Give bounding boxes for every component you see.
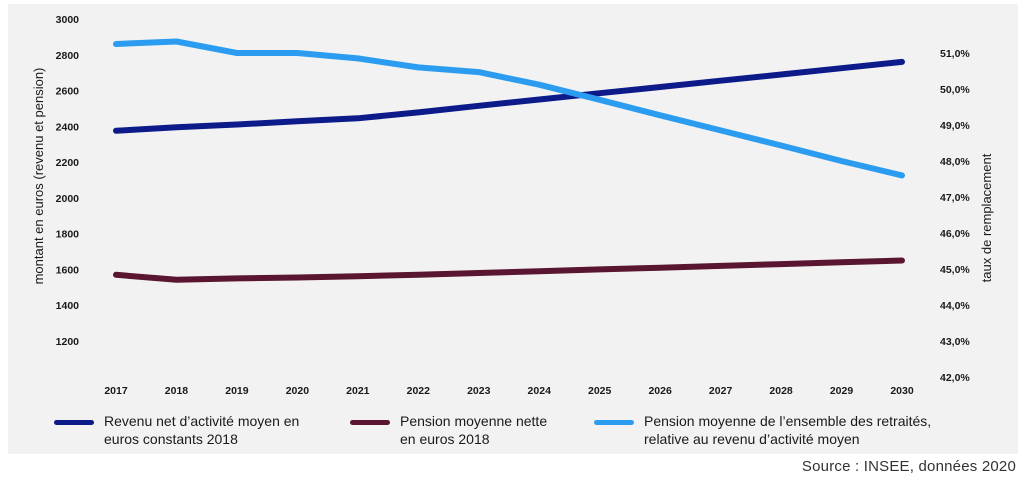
right-tick-label: 45,0% [940, 264, 970, 276]
x-tick-label: 2024 [528, 385, 552, 397]
x-tick-label: 2017 [104, 385, 128, 397]
x-tick-label: 2026 [648, 385, 672, 397]
right-tick-label: 49,0% [940, 120, 970, 132]
left-axis-title: montant en euros (revenu et pension) [31, 68, 46, 285]
legend-swatch-pension [350, 420, 390, 425]
series-line-1 [113, 257, 905, 283]
left-tick-label: 2600 [56, 86, 80, 98]
legend-item-taux: Pension moyenne de l’ensemble des retrai… [594, 412, 931, 448]
series-line-2 [113, 38, 905, 179]
x-tick-label: 2022 [407, 385, 431, 397]
x-tick-label: 2030 [890, 385, 914, 397]
line-chart: 1200 1400 1600 1800 2000 2200 2400 2600 2800 3000… [31, 14, 994, 397]
right-axis-ticks: 42,0% 43,0% 44,0% 45,0% 46,0% 47,0% 48,0% 49,0%… [940, 48, 970, 384]
x-tick-label: 2029 [830, 385, 854, 397]
right-tick-label: 42,0% [940, 372, 970, 384]
right-axis-title: taux de remplacement [979, 153, 994, 282]
legend-swatch-revenu [54, 420, 94, 425]
x-tick-label: 2027 [709, 385, 733, 397]
left-tick-label: 1800 [56, 229, 80, 241]
x-tick-label: 2021 [346, 385, 370, 397]
right-tick-label: 46,0% [940, 228, 970, 240]
right-tick-label: 43,0% [940, 336, 970, 348]
legend-label-taux: Pension moyenne de l’ensemble des retrai… [644, 413, 932, 447]
right-tick-label: 48,0% [940, 156, 970, 168]
right-tick-label: 51,0% [940, 48, 970, 60]
legend-item-pension: Pension moyenne nette en euros 2018 [350, 412, 547, 448]
legend-swatch-taux [594, 420, 634, 425]
right-tick-label: 47,0% [940, 192, 970, 204]
left-tick-label: 1200 [56, 336, 80, 348]
right-tick-label: 44,0% [940, 300, 970, 312]
x-tick-label: 2028 [769, 385, 793, 397]
series-lines [113, 38, 905, 283]
left-tick-label: 2400 [56, 121, 80, 133]
left-tick-label: 3000 [56, 14, 80, 26]
x-tick-label: 2025 [588, 385, 612, 397]
left-tick-label: 2800 [56, 50, 80, 62]
left-tick-label: 1400 [56, 300, 80, 312]
x-tick-label: 2023 [467, 385, 491, 397]
right-tick-label: 50,0% [940, 84, 970, 96]
legend-label-pension: Pension moyenne nette en euros 2018 [400, 413, 548, 447]
x-axis-ticks: 2017 2018 2019 2020 2021 2022 2023 2024 2025 2026… [104, 385, 914, 397]
legend-label-revenu: Revenu net d’activité moyen en euros con… [104, 413, 300, 447]
x-tick-label: 2020 [286, 385, 310, 397]
left-tick-label: 2200 [56, 157, 80, 169]
left-axis-ticks: 1200 1400 1600 1800 2000 2200 2400 2600 2800 3000 [56, 14, 80, 348]
x-tick-label: 2019 [225, 385, 249, 397]
left-tick-label: 2000 [56, 193, 80, 205]
legend-item-revenu: Revenu net d’activité moyen en euros con… [54, 412, 299, 448]
source-note: Source : INSEE, données 2020 [801, 458, 1016, 475]
x-tick-label: 2018 [165, 385, 189, 397]
left-tick-label: 1600 [56, 264, 80, 276]
series-line-0 [113, 58, 905, 134]
chart-panel: 1200 1400 1600 1800 2000 2200 2400 2600 2800 3000… [8, 4, 1018, 454]
